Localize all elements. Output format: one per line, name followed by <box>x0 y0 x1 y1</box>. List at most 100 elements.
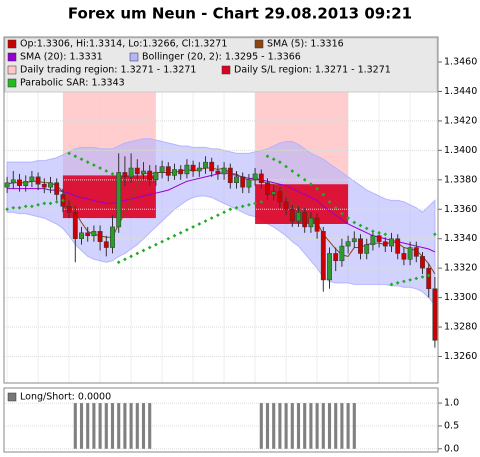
candle-body <box>227 167 233 184</box>
sar-dot <box>278 160 282 164</box>
sar-dot <box>17 205 22 210</box>
sar-dot <box>420 275 425 279</box>
sar-dot <box>352 220 357 225</box>
chart-title: Forex um Neun - Chart 29.08.2013 09:21 <box>68 5 412 23</box>
sar-dot <box>197 222 202 226</box>
sar-dot <box>79 157 84 162</box>
legend-swatch <box>7 39 17 49</box>
sar-dot <box>110 172 115 176</box>
candle-body <box>97 231 103 242</box>
bar <box>272 403 276 449</box>
bar <box>265 403 270 449</box>
sar-dot <box>172 233 177 238</box>
candle-body <box>203 161 208 169</box>
indicator-line <box>6 167 436 275</box>
bar <box>340 403 344 449</box>
sar-dot <box>271 157 276 162</box>
sar-dot <box>327 200 332 204</box>
sar-dot <box>240 204 245 209</box>
bar <box>284 403 288 449</box>
candle-body <box>10 179 16 184</box>
legend-label: Bollinger (20, 2): 1.3295 - 1.3366 <box>142 52 301 63</box>
sar-dot <box>129 254 133 259</box>
sar-dot <box>141 248 146 253</box>
candle-body <box>389 238 394 247</box>
candle-body <box>116 172 122 228</box>
sar-dot <box>377 230 381 235</box>
y-tick-label: 1.3300 <box>444 292 477 303</box>
bar <box>86 403 90 449</box>
candle-body <box>17 179 22 186</box>
sar-dot <box>321 192 326 197</box>
sar-dot <box>92 163 96 167</box>
candle-body <box>196 167 202 172</box>
bar <box>259 403 263 449</box>
sar-dot <box>259 200 264 204</box>
sar-dot <box>30 204 34 209</box>
legend-swatch <box>7 65 17 75</box>
legend-label: SMA (5): 1.3316 <box>267 39 344 50</box>
bar <box>334 403 338 449</box>
sar-dot <box>116 260 121 265</box>
candle-body <box>376 235 382 242</box>
sar-dot <box>67 151 71 156</box>
candle-body <box>370 235 376 245</box>
bar <box>290 403 294 449</box>
sar-dot <box>48 201 53 206</box>
candle-body <box>339 245 345 262</box>
sl-region <box>255 184 349 224</box>
candle-body <box>277 191 283 203</box>
sar-dot <box>191 225 195 229</box>
legend-label: Long/Short: 0.0000 <box>20 392 111 403</box>
sar-dot <box>315 186 319 191</box>
bar <box>123 403 127 449</box>
candle-body <box>283 201 289 210</box>
candle-body <box>190 164 196 172</box>
sar-dot <box>358 223 363 228</box>
legend-swatch <box>7 78 17 88</box>
y-tick-label: 1.3380 <box>444 174 477 185</box>
sar-dot <box>333 205 338 210</box>
candle-body <box>395 238 401 254</box>
y-tick-label: 1.3400 <box>444 145 477 156</box>
y-tick-label: 0.5 <box>444 420 459 431</box>
candle-body <box>172 169 177 176</box>
y-tick-label: 1.3260 <box>444 351 477 362</box>
bar <box>303 403 307 449</box>
sar-dot <box>340 211 344 216</box>
sar-dot <box>216 213 220 217</box>
sar-dot <box>290 169 295 173</box>
candle-body <box>407 247 413 260</box>
bar <box>135 403 139 449</box>
sar-dot <box>160 239 164 244</box>
candle-body <box>358 238 363 254</box>
candle-body <box>79 232 84 239</box>
bar <box>141 403 146 449</box>
candle-body <box>66 206 72 213</box>
candle-body <box>413 247 419 257</box>
sar-dot <box>364 226 369 231</box>
candle-body <box>122 172 128 178</box>
sar-dot <box>178 230 183 235</box>
sar-dot <box>296 173 301 178</box>
sar-dot <box>185 228 189 232</box>
candle-body <box>426 267 432 290</box>
candle-body <box>153 172 159 181</box>
candle-body <box>314 217 320 232</box>
bar <box>315 403 319 449</box>
sar-dot <box>234 205 239 210</box>
bar <box>79 403 84 449</box>
bar <box>98 403 102 449</box>
sar-dot <box>203 219 208 223</box>
candle-body <box>141 170 146 175</box>
candle-body <box>240 176 246 188</box>
sar-dot <box>371 229 375 234</box>
candle-body <box>103 241 109 248</box>
sar-dot <box>209 216 214 220</box>
candle-body <box>215 170 221 175</box>
y-tick-label: 1.0 <box>444 398 459 409</box>
bar <box>278 403 282 449</box>
legend-swatch <box>254 39 264 49</box>
sar-dot <box>408 278 412 282</box>
